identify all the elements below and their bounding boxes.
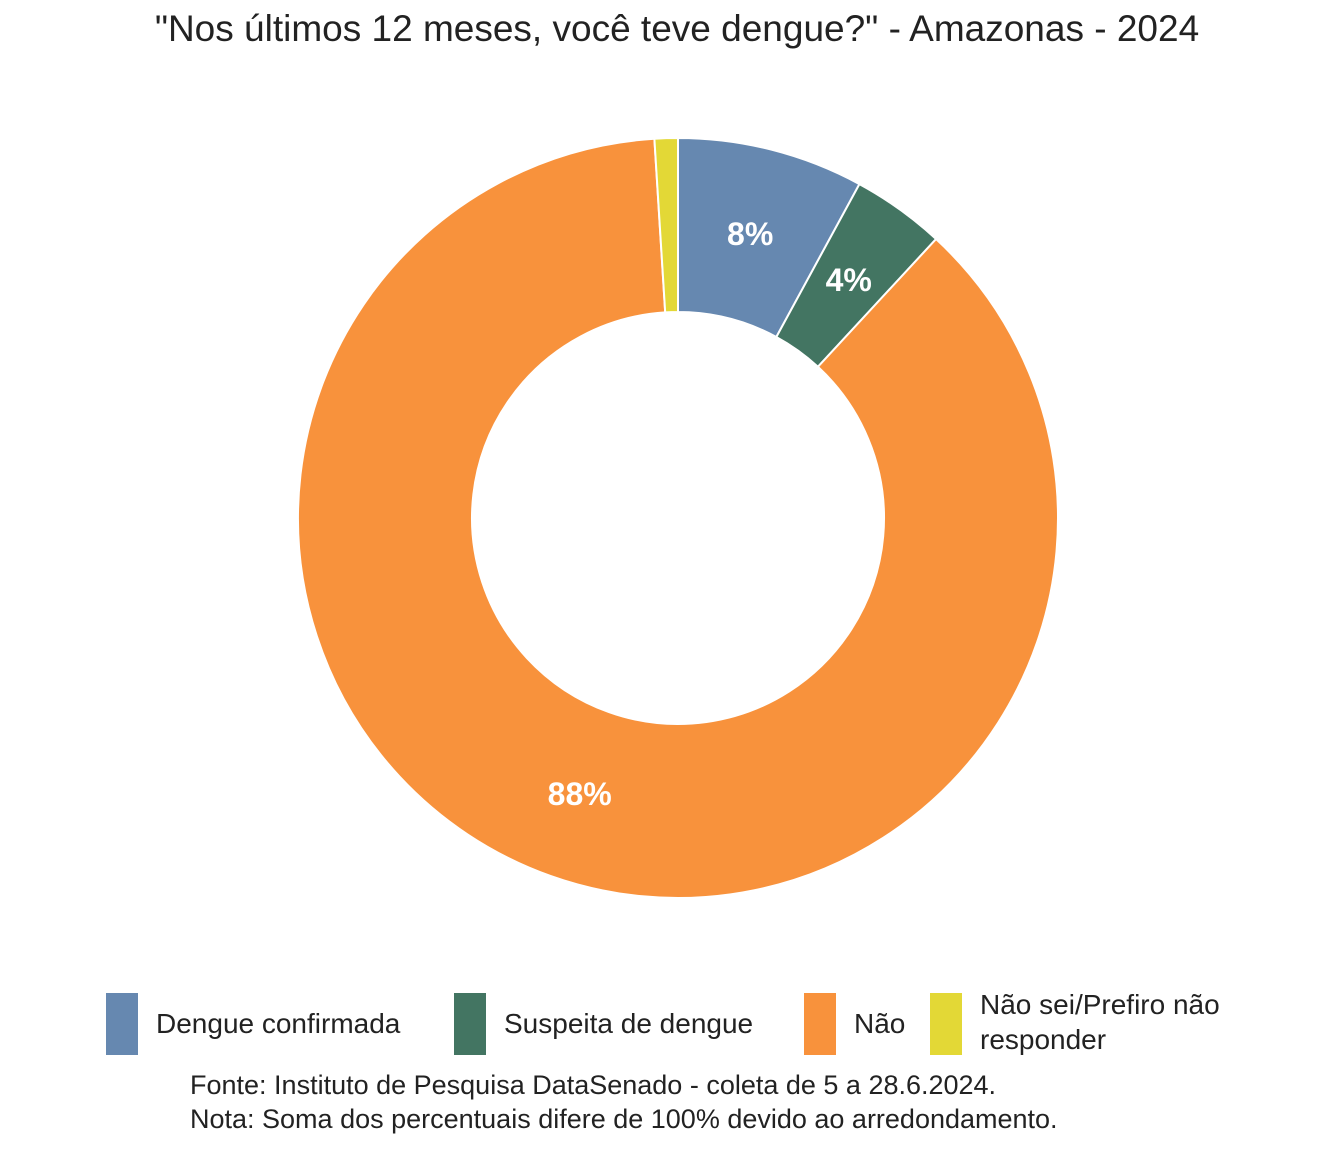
legend-swatch-nao-sei xyxy=(930,993,962,1055)
donut-slices xyxy=(297,136,1059,899)
donut-value-labels: 8% 4% 88% xyxy=(548,216,872,812)
slice-nao xyxy=(297,137,1059,899)
value-label-dengue-confirmada: 8% xyxy=(727,216,773,252)
chart-title: "Nos últimos 12 meses, você teve dengue?… xyxy=(154,8,1200,49)
legend-swatch-nao xyxy=(804,993,836,1055)
legend-label-nao: Não xyxy=(854,1008,906,1039)
footer-note: Nota: Soma dos percentuais difere de 100… xyxy=(190,1104,1058,1134)
legend-swatch-suspeita-de-dengue xyxy=(454,993,486,1055)
value-label-suspeita-de-dengue: 4% xyxy=(826,262,872,298)
legend-label-nao-sei: Não sei/Prefiro não responder xyxy=(980,989,1220,1055)
donut-chart: 8% 4% 88% xyxy=(297,136,1059,899)
legend-label-suspeita-de-dengue: Suspeita de dengue xyxy=(504,1008,754,1039)
legend-label-dengue-confirmada: Dengue confirmada xyxy=(156,1008,401,1039)
footer-source: Fonte: Instituto de Pesquisa DataSenado … xyxy=(190,1070,997,1100)
value-label-nao: 88% xyxy=(548,776,612,812)
legend-swatch-dengue-confirmada xyxy=(106,993,138,1055)
chart-footer: Fonte: Instituto de Pesquisa DataSenado … xyxy=(190,1068,1058,1136)
slice-nao-sei-prefiro-nao-responder xyxy=(653,136,679,314)
